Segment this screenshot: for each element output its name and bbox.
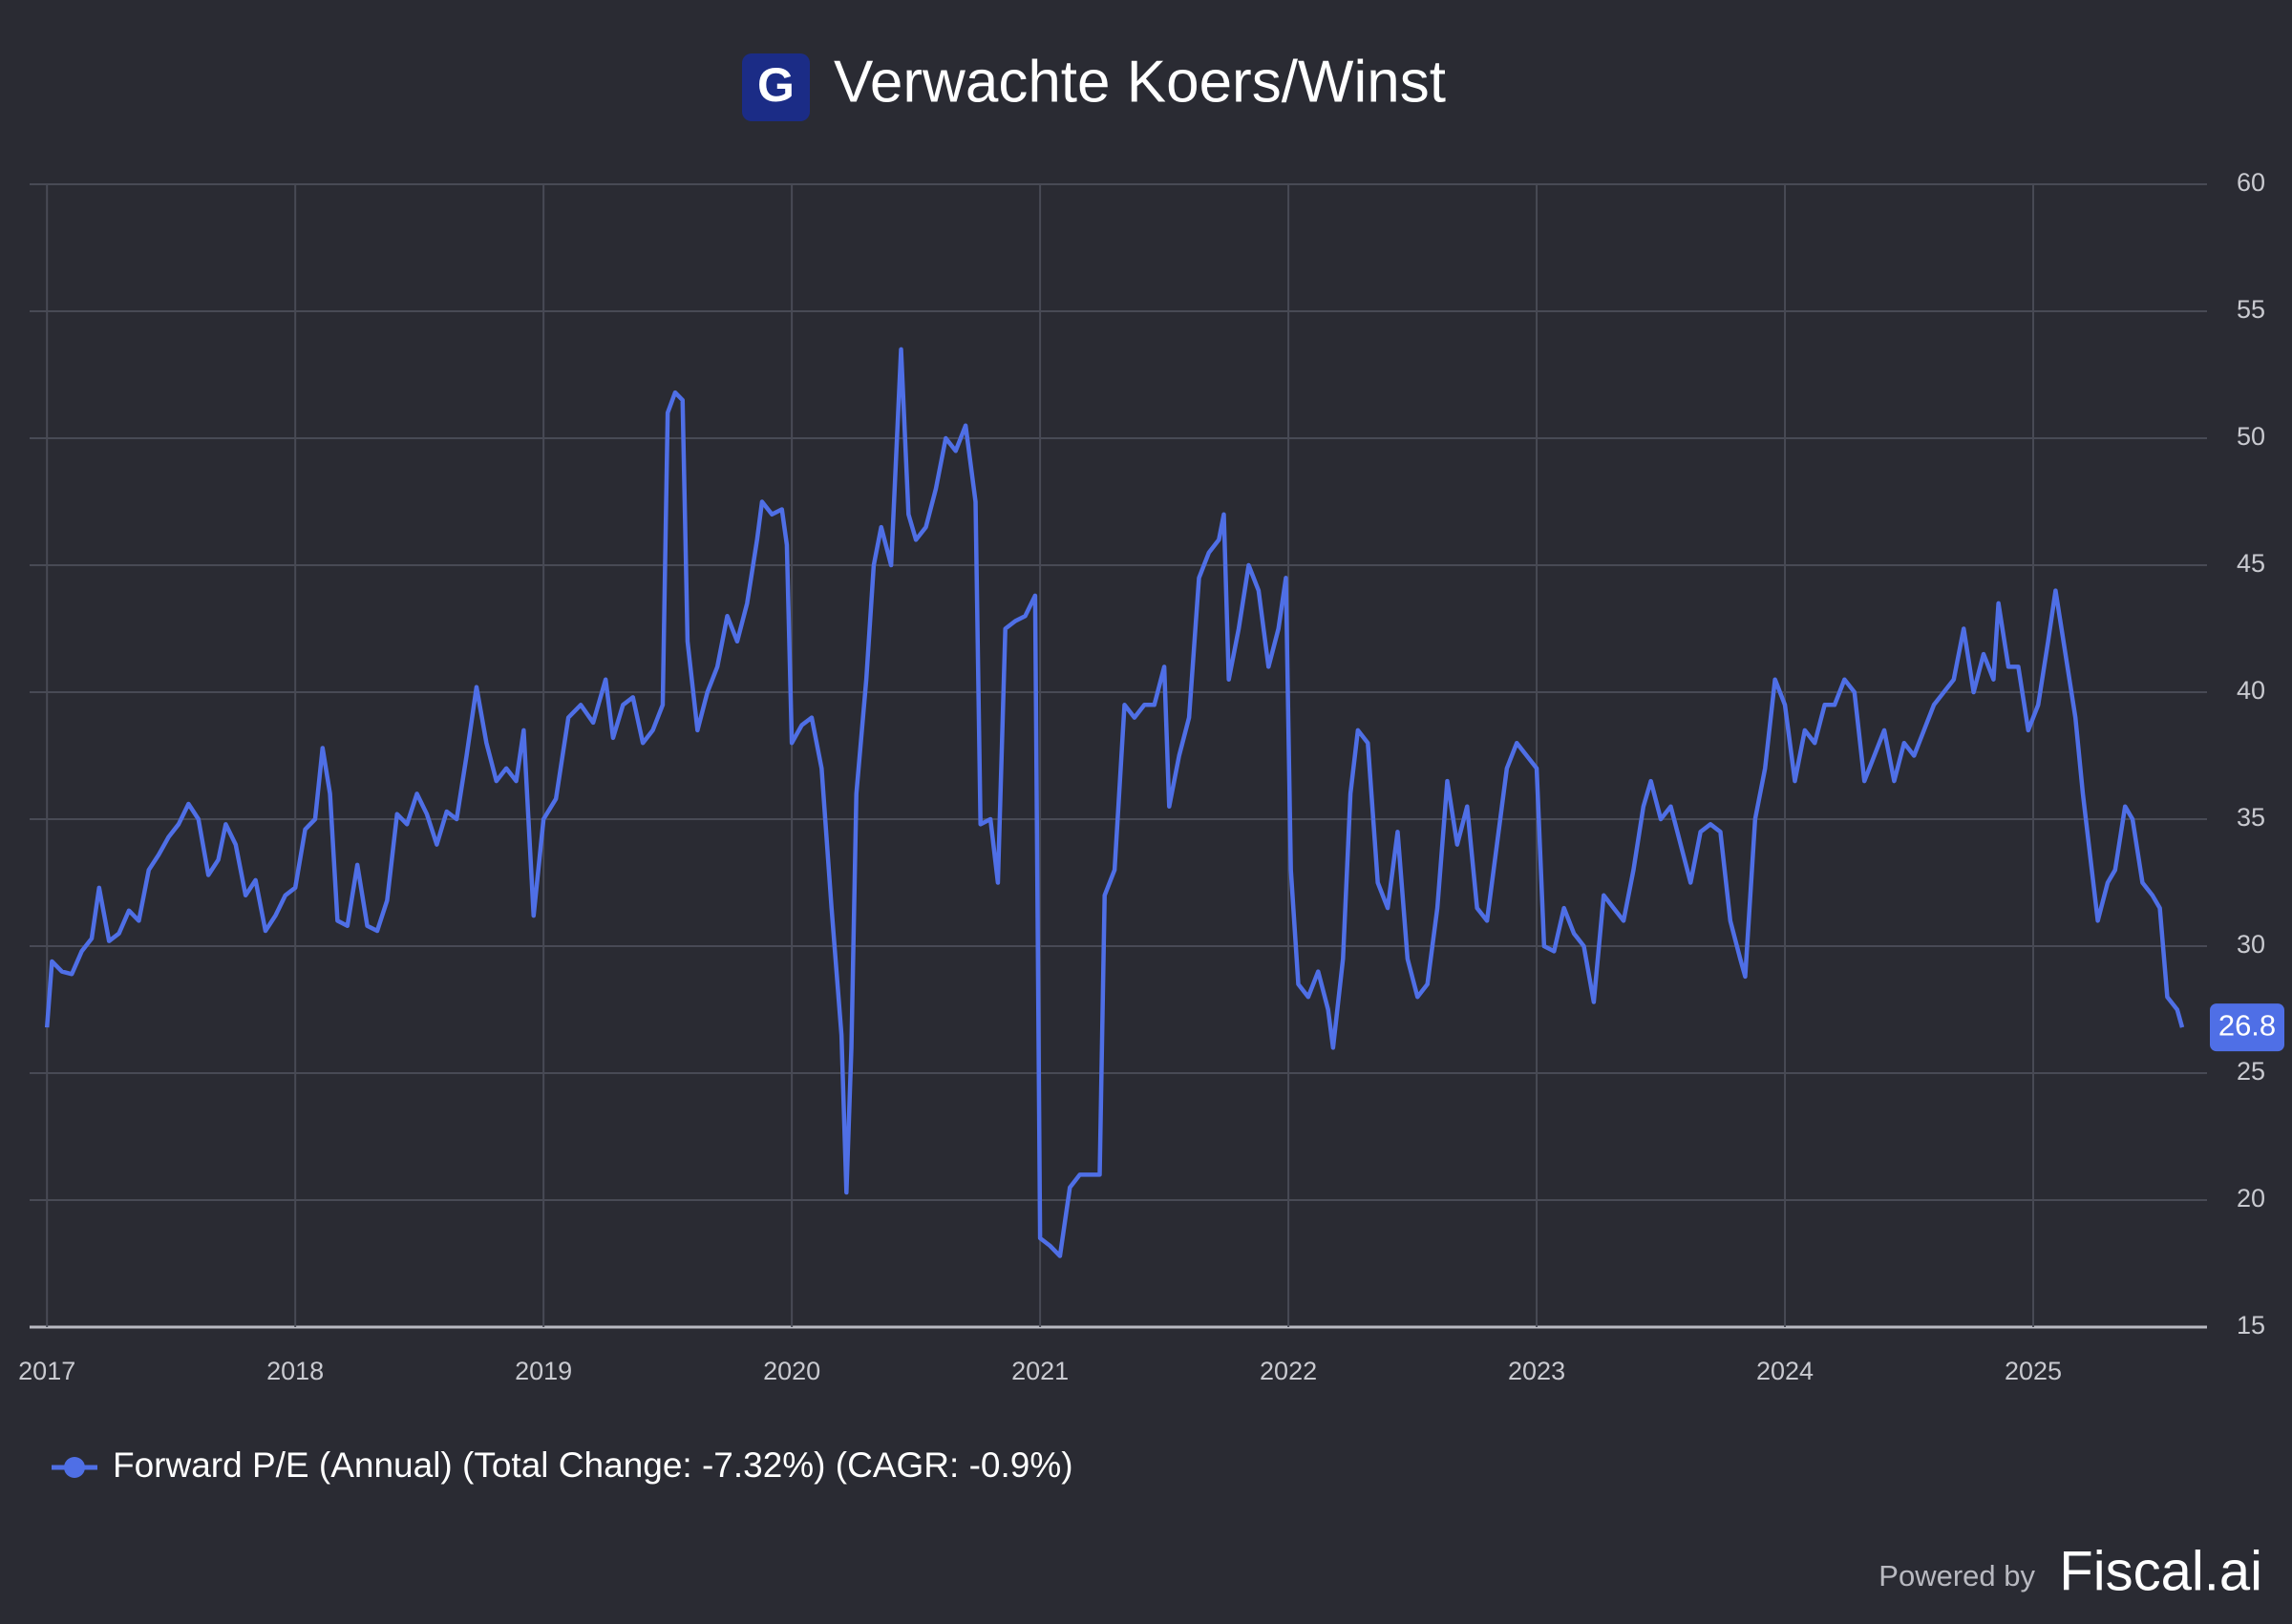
source-prefix: Powered by <box>1878 1559 2035 1592</box>
x-tick-label: 2022 <box>1260 1357 1317 1385</box>
x-tick-label: 2017 <box>18 1357 75 1385</box>
y-tick-label: 30 <box>2237 930 2265 959</box>
x-tick-label: 2020 <box>763 1357 820 1385</box>
last-value-label: 26.8 <box>2218 1008 2276 1042</box>
x-tick-label: 2023 <box>1508 1357 1565 1385</box>
y-tick-label: 40 <box>2237 676 2265 705</box>
y-tick-label: 45 <box>2237 549 2265 578</box>
y-tick-label: 50 <box>2237 422 2265 451</box>
y-tick-label: 20 <box>2237 1184 2265 1213</box>
x-tick-label: 2025 <box>2005 1357 2062 1385</box>
x-tick-label: 2021 <box>1011 1357 1069 1385</box>
x-tick-label: 2024 <box>1756 1357 1814 1385</box>
data-line <box>44 347 2185 1258</box>
y-tick-label: 60 <box>2237 168 2265 197</box>
y-tick-label: 55 <box>2237 295 2265 324</box>
x-tick-label: 2019 <box>515 1357 572 1385</box>
y-tick-label: 15 <box>2237 1311 2265 1339</box>
source: Fiscal.ai <box>2059 1540 2262 1602</box>
logo: G <box>757 58 795 112</box>
legend-label: Forward P/E (Annual) (Total Change: -7.3… <box>113 1445 1073 1485</box>
y-tick-label: 25 <box>2237 1057 2265 1086</box>
x-tick-label: 2018 <box>266 1357 324 1385</box>
chart-title: Verwachte Koers/Winst <box>834 49 1446 115</box>
logo-box <box>742 53 810 121</box>
y-tick-label: 35 <box>2237 803 2265 832</box>
last-value-badge <box>2210 1003 2284 1052</box>
legend-marker-dot <box>64 1457 85 1478</box>
